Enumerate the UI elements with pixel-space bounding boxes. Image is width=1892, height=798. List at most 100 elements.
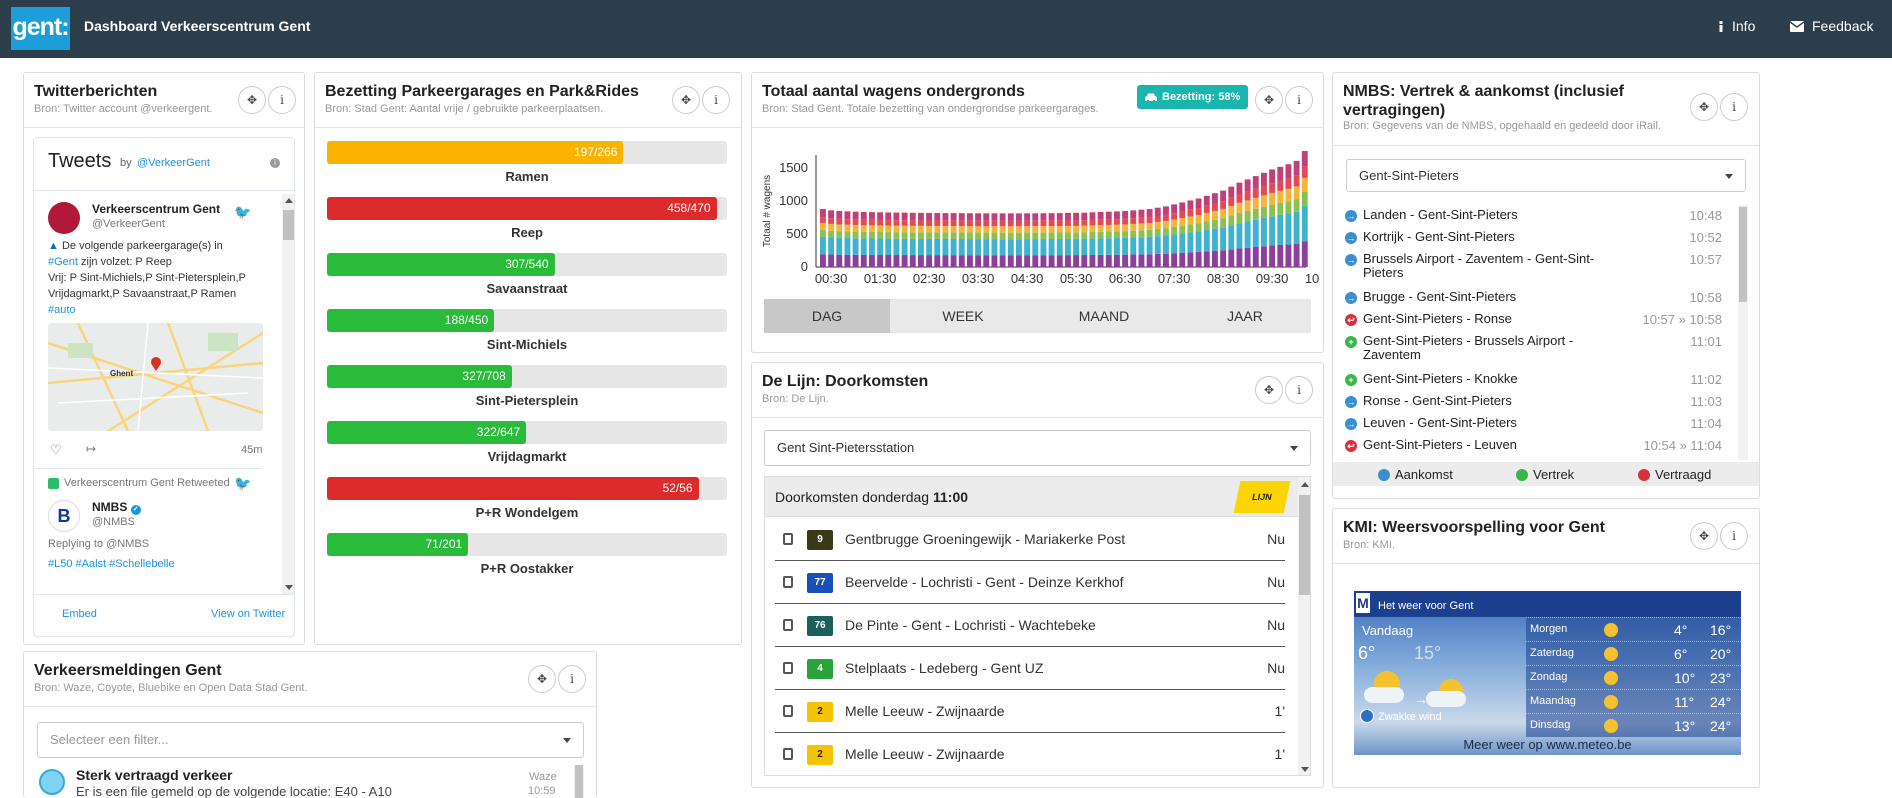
more-weather-link[interactable]: Meer weer op www.meteo.be [1463, 737, 1632, 752]
x-tick-label: 09:30 [1256, 271, 1289, 286]
train-row[interactable]: → Brussels Airport - Zaventem - Gent-Sint… [1333, 250, 1728, 288]
info-button[interactable]: i [1285, 376, 1313, 404]
train-route: Ronse - Gent-Sint-Pieters [1363, 393, 1512, 408]
departure-row[interactable]: 9 Gentbrugge Groeningewijk - Mariakerke P… [775, 518, 1285, 561]
bar-segment [1301, 191, 1308, 207]
bar-segment [1195, 208, 1202, 215]
scroll-down-icon[interactable] [1301, 767, 1309, 772]
bar-segment [1261, 206, 1267, 219]
info-button[interactable]: i [1720, 522, 1748, 550]
info-button[interactable]: i [1720, 93, 1748, 121]
train-row[interactable]: → Brugge - Gent-Sint-Pieters 10:58 [1333, 288, 1728, 310]
departure-row[interactable]: 76 De Pinte - Gent - Lochristi - Wachtebe… [775, 604, 1285, 647]
stop-select[interactable]: Gent Sint-Pietersstation [764, 430, 1311, 466]
dashboard-title[interactable]: Dashboard Verkeerscentrum Gent [84, 18, 311, 34]
cloud-icon [1426, 691, 1466, 707]
station-select[interactable]: Gent-Sint-Pieters [1346, 159, 1746, 192]
move-button[interactable]: ✥ [238, 86, 266, 114]
train-row[interactable]: → Leuven - Gent-Sint-Pieters 11:04 [1333, 414, 1728, 436]
bar-segment [1040, 232, 1047, 240]
bar-segment [1122, 254, 1129, 267]
bar-segment [1081, 212, 1088, 221]
bar-segment [1154, 236, 1161, 254]
parking-bar: 458/470 [327, 197, 727, 220]
scroll-up-icon[interactable] [1301, 482, 1309, 487]
bar-segment [1285, 213, 1292, 245]
move-button[interactable]: ✥ [1255, 86, 1283, 114]
panel-subtitle: Bron: Waze, Coyote, Bluebike en Open Dat… [34, 682, 308, 694]
info-button[interactable]: i [1285, 86, 1313, 114]
move-button[interactable]: ✥ [1690, 93, 1718, 121]
info-circle-icon[interactable]: i [270, 158, 280, 168]
train-list-scrollbar[interactable] [1738, 205, 1748, 460]
train-row[interactable]: → Kortrijk - Gent-Sint-Pieters 10:52 [1333, 228, 1728, 250]
departure-row[interactable]: 4 Stelplaats - Ledeberg - Gent UZ Nu [775, 647, 1285, 690]
tweet-map-image[interactable]: Ghent [48, 323, 263, 431]
train-row[interactable]: → Ronse - Gent-Sint-Pieters 11:03 [1333, 392, 1728, 414]
info-button[interactable]: i [558, 665, 586, 693]
info-button[interactable]: i [268, 86, 296, 114]
departure-row[interactable]: 77 Beervelde - Lochristi - Gent - Deinze … [775, 561, 1285, 604]
tab-dag[interactable]: DAG [764, 299, 890, 333]
move-button[interactable]: ✥ [672, 86, 700, 114]
filter-select[interactable]: Selecteer een filter... [37, 722, 584, 758]
weather-widget[interactable]: M Het weer voor Gent Vandaag 6° 15° → Zw… [1354, 591, 1741, 755]
info-button[interactable]: i [702, 86, 730, 114]
x-tick-label: 08:30 [1207, 271, 1240, 286]
train-row[interactable]: → Landen - Gent-Sint-Pieters 10:48 [1333, 206, 1728, 228]
tweet-hashtags[interactable]: #L50 #Aalst #Schellebelle [48, 558, 175, 570]
tab-maand[interactable]: MAAND [1078, 308, 1130, 324]
share-icon[interactable]: ↦ [86, 442, 97, 456]
bar-segment [1032, 255, 1039, 267]
today-label: Vandaag [1362, 623, 1414, 638]
bar-segment [1032, 239, 1039, 256]
train-row[interactable]: + Gent-Sint-Pieters - Knokke 11:02 [1333, 370, 1728, 392]
bar-segment [885, 220, 892, 226]
traffic-item-source: Waze [529, 771, 557, 783]
bar-segment [1154, 216, 1161, 222]
tweet-time[interactable]: 45m [241, 444, 263, 456]
tab-jaar[interactable]: JAAR [1227, 308, 1263, 324]
info-link[interactable]: Info [1718, 18, 1755, 34]
tweet-author-name[interactable]: Verkeerscentrum Gent [92, 202, 221, 216]
forecast-row: Dinsdag 13° 24° [1526, 713, 1741, 737]
departures-scrollbar[interactable] [1298, 477, 1310, 775]
bar-segment [926, 212, 933, 221]
bar-segment [1105, 254, 1112, 267]
move-button[interactable]: ✥ [528, 665, 556, 693]
timeline-scrollbar[interactable] [282, 194, 294, 594]
move-button[interactable]: ✥ [1690, 522, 1718, 550]
embed-link[interactable]: Embed [62, 608, 97, 620]
twitter-timeline[interactable]: Tweets by @VerkeerGent i Verkeerscentrum… [33, 137, 295, 637]
scroll-down-icon[interactable] [285, 585, 293, 590]
view-on-twitter-link[interactable]: View on Twitter [211, 608, 286, 620]
info-icon: i [714, 93, 718, 107]
departure-row[interactable]: 2 Melle Leeuw - Zwijnaarde 1' [775, 690, 1285, 733]
bar-segment [1114, 254, 1120, 267]
tweet-author-handle[interactable]: @NMBS [92, 516, 135, 528]
bar-segment [1122, 224, 1129, 232]
bar-segment [901, 220, 908, 226]
traffic-item-title[interactable]: Sterk vertraagd verkeer [76, 767, 233, 783]
arrival-icon: → [1345, 232, 1357, 244]
feedback-link[interactable]: Feedback [1790, 18, 1873, 34]
train-row[interactable]: ↩ Gent-Sint-Pieters - Ronse 10:57 » 10:58 [1333, 310, 1728, 332]
traffic-scrollbar[interactable] [574, 765, 584, 798]
departure-row[interactable]: 2 Melle Leeuw - Zwijnaarde 1' [775, 733, 1285, 775]
tweet-author-handle[interactable]: @VerkeerGent [92, 218, 165, 230]
weather-icon [1604, 719, 1618, 733]
move-button[interactable]: ✥ [1255, 376, 1283, 404]
tweet-author-name[interactable]: NMBS ✓ [92, 500, 141, 515]
timeline-handle-link[interactable]: @VerkeerGent [137, 157, 210, 169]
tab-week[interactable]: WEEK [942, 308, 984, 324]
bar-segment [1032, 232, 1039, 240]
bar-segment [1163, 206, 1169, 215]
scroll-up-icon[interactable] [285, 198, 293, 203]
bar-segment [934, 220, 941, 226]
nmbs-avatar[interactable]: B [48, 500, 80, 532]
heart-icon[interactable]: ♡ [50, 442, 62, 457]
train-row[interactable]: + Gent-Sint-Pieters - Brussels Airport - … [1333, 332, 1728, 370]
avatar[interactable] [48, 202, 80, 234]
gent-logo[interactable]: gent: [11, 7, 70, 50]
train-row[interactable]: ↩ Gent-Sint-Pieters - Leuven 10:54 » 11:04 [1333, 436, 1728, 458]
